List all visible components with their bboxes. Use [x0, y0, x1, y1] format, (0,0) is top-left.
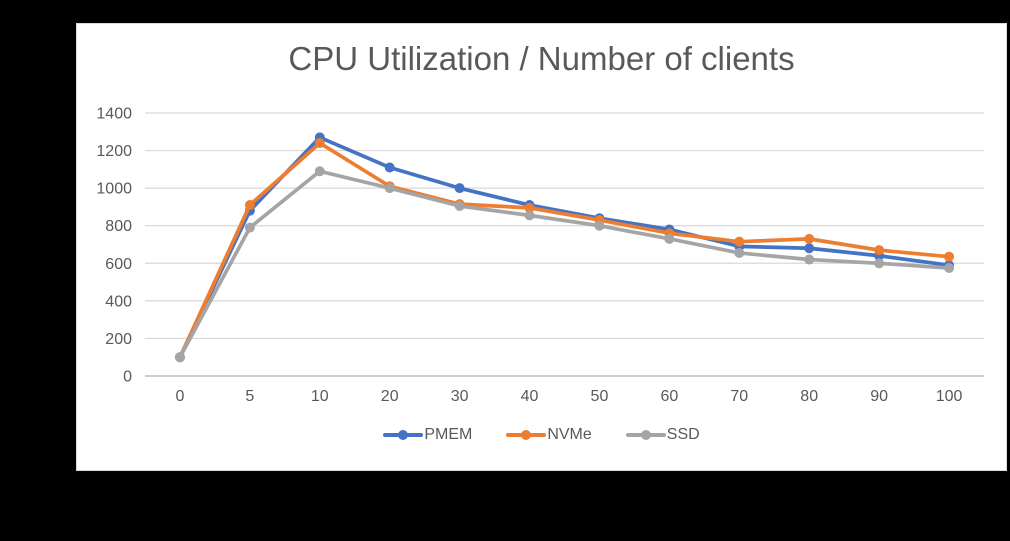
legend-item-pmem: PMEM	[383, 426, 472, 444]
data-point-marker-PMEM	[454, 183, 465, 194]
legend-item-nvme: NVMe	[506, 426, 592, 444]
y-tick-label: 1200	[96, 143, 132, 160]
legend-label: PMEM	[424, 426, 473, 443]
data-point-marker-SSD	[524, 210, 535, 221]
x-tick-label: 40	[521, 388, 539, 405]
pmem-line-marker-icon	[383, 429, 424, 441]
x-tick-label: 5	[245, 388, 254, 405]
x-tick-label: 20	[381, 388, 399, 405]
x-tick-label: 10	[311, 388, 329, 405]
x-tick-label: 90	[870, 388, 888, 405]
ssd-line-marker-icon	[625, 429, 666, 441]
series-line-PMEM	[178, 135, 951, 360]
data-point-marker-NVMe	[314, 138, 325, 149]
data-point-marker-SSD	[944, 262, 955, 273]
x-tick-label: 80	[800, 388, 818, 405]
chart-title: CPU Utilization / Number of clients	[288, 40, 795, 77]
y-tick-label: 0	[123, 369, 132, 386]
data-point-marker-SSD	[594, 220, 605, 231]
series-line-SSD	[178, 169, 951, 360]
data-point-marker-NVMe	[804, 233, 815, 244]
data-point-marker-SSD	[174, 352, 185, 363]
x-tick-label: 50	[591, 388, 609, 405]
data-point-marker-NVMe	[944, 251, 955, 262]
y-tick-label: 1000	[96, 181, 132, 198]
data-point-marker-SSD	[314, 166, 325, 177]
y-tick-label: 800	[105, 218, 132, 235]
x-tick-label: 0	[176, 388, 185, 405]
y-tick-label: 400	[105, 293, 132, 310]
data-point-marker-SSD	[384, 183, 395, 194]
y-tick-label: 1400	[96, 106, 132, 123]
y-tick-label: 200	[105, 331, 132, 348]
chart-panel: 0 200 400 600 800 1000 1200 1400 0 5 10 20 30 40 50 60 7…	[76, 23, 1007, 471]
legend-item-ssd: SSD	[625, 426, 700, 444]
data-point-marker-SSD	[664, 233, 675, 244]
data-point-marker-PMEM	[384, 162, 395, 173]
data-point-marker-SSD	[804, 254, 815, 265]
legend-label: SSD	[666, 426, 700, 443]
x-tick-label: 70	[730, 388, 748, 405]
data-point-marker-SSD	[244, 222, 255, 233]
nvme-line-marker-icon	[506, 429, 547, 441]
data-point-marker-SSD	[454, 200, 465, 211]
data-point-marker-PMEM	[804, 243, 815, 254]
data-point-marker-NVMe	[734, 236, 745, 247]
chart-plot: 0 200 400 600 800 1000 1200 1400 0 5 10 20 30 40 50 60 7…	[96, 106, 984, 405]
x-tick-label: 100	[936, 388, 963, 405]
series-line-NVMe	[178, 141, 951, 360]
x-tick-label: 30	[451, 388, 469, 405]
data-point-marker-SSD	[874, 258, 885, 269]
x-tick-label: 60	[660, 388, 678, 405]
data-point-marker-NVMe	[524, 202, 535, 213]
data-point-marker-NVMe	[874, 245, 885, 256]
chart-legend: PMEM NVMe SSD	[77, 426, 1006, 444]
y-tick-label: 600	[105, 256, 132, 273]
data-point-marker-NVMe	[244, 200, 255, 211]
legend-label: NVMe	[547, 426, 592, 443]
data-point-marker-SSD	[734, 247, 745, 258]
